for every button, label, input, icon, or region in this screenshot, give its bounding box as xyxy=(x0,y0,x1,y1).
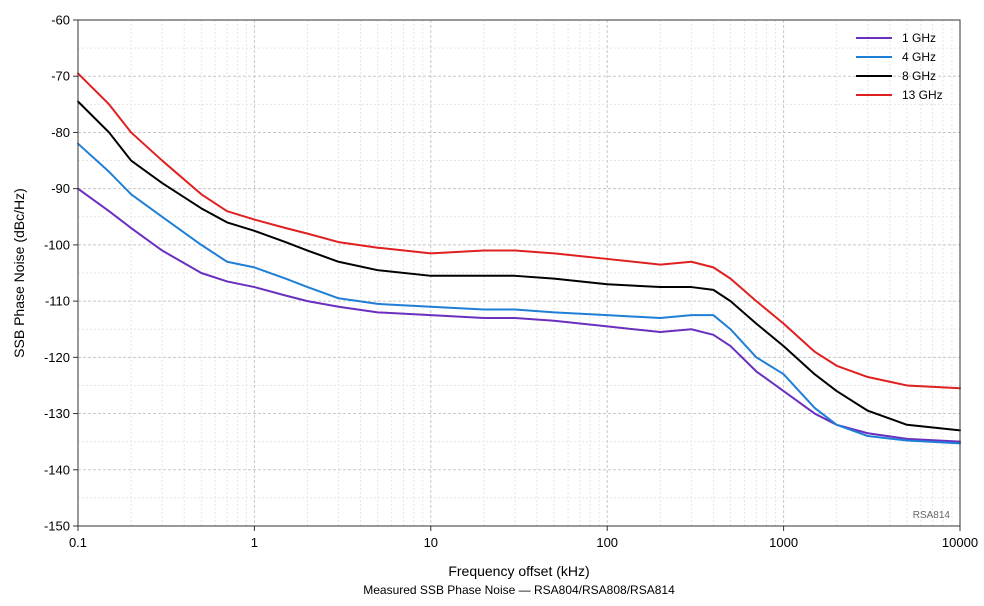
series-line-13-ghz xyxy=(77,72,961,390)
x-tick-label: 0.1 xyxy=(69,535,87,550)
y-axis-label: SSB Phase Noise (dBc/Hz) xyxy=(11,188,27,358)
y-tick-label: -110 xyxy=(45,294,70,309)
series-line-1-ghz xyxy=(77,187,961,443)
series-line-8-ghz xyxy=(77,100,961,432)
chart-caption: Measured SSB Phase Noise — RSA804/RSA808… xyxy=(363,583,675,597)
legend-label-4-ghz: 4 GHz xyxy=(902,50,936,64)
y-tick-label: -120 xyxy=(44,350,70,365)
y-tick-label: -140 xyxy=(44,462,70,477)
x-tick-label: 1000 xyxy=(769,535,798,550)
watermark: RSA814 xyxy=(913,510,951,521)
y-tick-label: -90 xyxy=(51,181,70,196)
y-tick-label: -150 xyxy=(44,519,70,534)
plot-frame xyxy=(77,19,961,527)
x-axis-ticks: 0.1 1 10 100 1000 10000 xyxy=(69,526,978,550)
y-axis-ticks: -60 -70 -80 -90 -100 -110 -120 -130 -140 -150 xyxy=(44,13,78,534)
x-tick-label: 100 xyxy=(596,535,618,550)
x-tick-label: 10000 xyxy=(942,535,978,550)
x-axis-label: Frequency offset (kHz) xyxy=(448,563,589,579)
y-tick-label: -100 xyxy=(44,237,70,252)
legend-label-8-ghz: 8 GHz xyxy=(902,69,936,83)
legend-label-1-ghz: 1 GHz xyxy=(902,31,936,45)
y-tick-label: -130 xyxy=(44,406,70,421)
series-layer xyxy=(77,72,961,445)
x-tick-label: 1 xyxy=(251,535,258,550)
y-tick-label: -80 xyxy=(51,125,70,140)
series-line-4-ghz xyxy=(77,142,961,445)
y-tick-label: -60 xyxy=(51,13,70,28)
x-tick-label: 10 xyxy=(424,535,438,550)
y-tick-label: -70 xyxy=(51,69,70,84)
legend: 1 GHz 4 GHz 8 GHz 13 GHz xyxy=(856,31,943,102)
legend-label-13-ghz: 13 GHz xyxy=(902,88,943,102)
minor-gridlines xyxy=(78,20,960,526)
